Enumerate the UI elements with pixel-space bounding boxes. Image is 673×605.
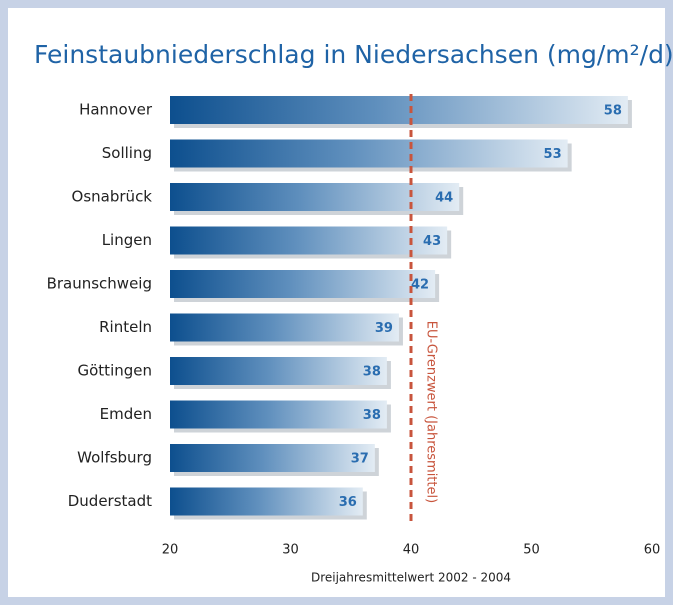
chart-title: Feinstaubniederschlag in Niedersachsen (… bbox=[34, 40, 673, 69]
value-label: 36 bbox=[339, 495, 357, 510]
category-label: Solling bbox=[102, 144, 152, 162]
category-label: Osnabrück bbox=[72, 188, 153, 206]
value-label: 58 bbox=[604, 104, 622, 119]
x-tick-label: 20 bbox=[162, 543, 179, 558]
category-label: Emden bbox=[100, 405, 152, 423]
bar bbox=[170, 139, 568, 168]
value-label: 53 bbox=[544, 147, 562, 162]
category-label: Wolfsburg bbox=[77, 449, 152, 467]
category-label: Duderstadt bbox=[68, 492, 152, 510]
value-label: 37 bbox=[351, 452, 369, 467]
value-label: 42 bbox=[411, 278, 429, 293]
category-label: Braunschweig bbox=[47, 275, 152, 293]
x-tick-label: 50 bbox=[523, 543, 540, 558]
bar bbox=[170, 357, 387, 385]
bar bbox=[170, 183, 460, 211]
category-label: Rinteln bbox=[99, 318, 152, 336]
category-label: Göttingen bbox=[78, 362, 153, 380]
x-axis-label: Dreijahresmittelwert 2002 - 2004 bbox=[311, 571, 511, 585]
reference-label: EU-Grenzwert (Jahresmittel) bbox=[424, 321, 439, 503]
bar bbox=[170, 226, 448, 255]
x-tick-label: 30 bbox=[282, 543, 299, 558]
bar bbox=[170, 270, 436, 298]
bar bbox=[170, 313, 399, 342]
x-tick-label: 60 bbox=[644, 543, 661, 558]
value-label: 39 bbox=[375, 321, 393, 336]
bar bbox=[170, 444, 375, 472]
x-tick-label: 40 bbox=[403, 543, 420, 558]
value-label: 38 bbox=[363, 408, 381, 423]
category-label: Hannover bbox=[79, 101, 153, 119]
bar bbox=[170, 487, 363, 516]
value-label: 38 bbox=[363, 365, 381, 380]
bar bbox=[170, 96, 628, 124]
value-label: 43 bbox=[423, 234, 441, 249]
value-label: 44 bbox=[435, 191, 453, 206]
category-label: Lingen bbox=[102, 231, 152, 249]
bar bbox=[170, 400, 387, 429]
